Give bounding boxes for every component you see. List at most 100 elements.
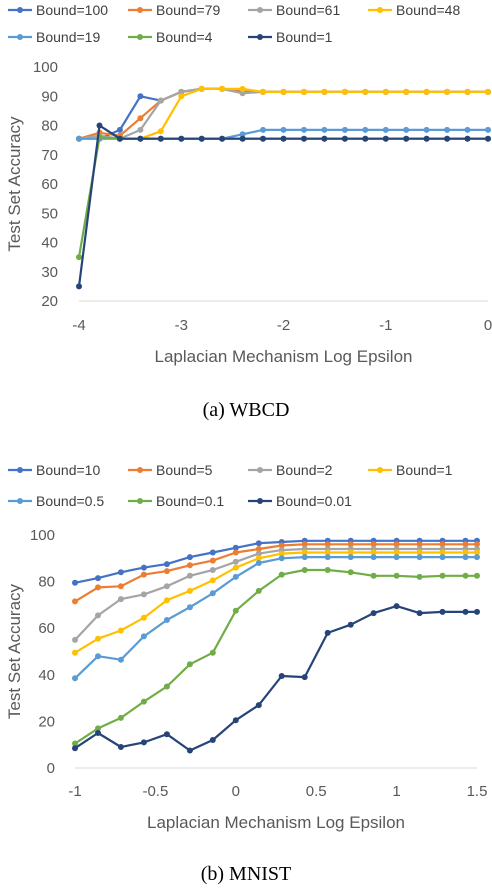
y-tick-label: 60 bbox=[41, 176, 58, 193]
y-tick-label: 80 bbox=[38, 574, 55, 591]
data-point bbox=[485, 88, 491, 95]
data-point bbox=[178, 135, 185, 142]
legend-label: Bound=48 bbox=[396, 2, 460, 18]
x-tick-label: -0.5 bbox=[142, 783, 168, 800]
data-point bbox=[474, 541, 480, 548]
figure-caption: (a) WBCD bbox=[203, 399, 290, 421]
data-point bbox=[464, 126, 471, 133]
legend-item: Bound=19 bbox=[8, 29, 100, 45]
data-point bbox=[255, 560, 262, 566]
data-point bbox=[474, 608, 480, 615]
x-tick-label: 0 bbox=[232, 783, 240, 800]
x-tick-label: -3 bbox=[175, 317, 188, 334]
legend-item: Bound=4 bbox=[128, 29, 213, 45]
series-Bound=0.1 bbox=[72, 567, 480, 747]
data-point bbox=[255, 550, 262, 557]
legend-item: Bound=0.5 bbox=[8, 493, 104, 509]
data-point bbox=[362, 135, 369, 142]
legend-swatch-marker bbox=[17, 7, 23, 13]
y-tick-label: 90 bbox=[41, 88, 58, 105]
data-point bbox=[341, 126, 348, 133]
data-point bbox=[382, 135, 389, 142]
data-point bbox=[403, 135, 410, 142]
legend-item: Bound=1 bbox=[368, 462, 453, 478]
legend-label: Bound=1 bbox=[276, 29, 333, 45]
data-point bbox=[439, 549, 446, 556]
data-point bbox=[439, 608, 446, 615]
data-point bbox=[209, 649, 216, 656]
legend-label: Bound=4 bbox=[156, 29, 213, 45]
data-point bbox=[117, 569, 124, 576]
data-point bbox=[186, 562, 193, 569]
data-point bbox=[416, 549, 423, 556]
data-point bbox=[186, 604, 193, 611]
data-point bbox=[301, 88, 307, 95]
data-point bbox=[140, 571, 147, 578]
legend-item: Bound=10 bbox=[8, 462, 100, 478]
data-point bbox=[462, 541, 469, 548]
data-point bbox=[209, 737, 216, 743]
data-point bbox=[137, 93, 144, 100]
legend-label: Bound=1 bbox=[396, 462, 453, 478]
data-point bbox=[140, 698, 147, 705]
data-point bbox=[232, 564, 239, 571]
data-point bbox=[72, 649, 78, 656]
series-line bbox=[74, 604, 477, 752]
x-axis-label: Laplacian Mechanism Log Epsilon bbox=[147, 813, 405, 832]
data-point bbox=[444, 126, 451, 133]
y-tick-label: 60 bbox=[38, 620, 55, 637]
data-point bbox=[301, 567, 308, 573]
data-point bbox=[163, 568, 170, 575]
data-point bbox=[255, 540, 262, 547]
data-point bbox=[423, 88, 430, 95]
y-tick-label: 50 bbox=[41, 205, 58, 222]
data-point bbox=[239, 85, 246, 92]
data-point bbox=[116, 135, 123, 142]
x-tick-label: 0.5 bbox=[306, 783, 327, 800]
series-line bbox=[77, 136, 488, 258]
series-Bound=5 bbox=[72, 541, 480, 605]
legend-swatch-marker bbox=[137, 498, 143, 504]
data-point bbox=[321, 135, 328, 142]
legend-swatch-marker bbox=[137, 34, 143, 40]
series-line bbox=[74, 555, 477, 680]
y-tick-label: 30 bbox=[41, 264, 58, 281]
legend-item: Bound=48 bbox=[368, 2, 460, 18]
legend-label: Bound=2 bbox=[276, 462, 333, 478]
data-point bbox=[163, 731, 170, 738]
data-point bbox=[485, 135, 491, 142]
legend-item: Bound=79 bbox=[128, 2, 220, 18]
data-point bbox=[140, 739, 147, 746]
data-point bbox=[209, 549, 216, 556]
legend-label: Bound=0.01 bbox=[276, 493, 352, 509]
x-tick-label: 1.5 bbox=[467, 783, 488, 800]
data-point bbox=[76, 254, 82, 261]
y-tick-label: 80 bbox=[41, 118, 58, 135]
data-point bbox=[393, 554, 400, 561]
data-point bbox=[382, 126, 389, 133]
data-point bbox=[117, 596, 124, 603]
data-point bbox=[198, 135, 205, 142]
data-point bbox=[301, 126, 307, 133]
series-Bound=1 bbox=[72, 549, 480, 656]
data-point bbox=[403, 126, 410, 133]
data-point bbox=[186, 572, 193, 579]
data-point bbox=[95, 730, 101, 736]
legend-swatch-marker bbox=[377, 7, 383, 13]
data-point bbox=[255, 546, 262, 552]
data-point bbox=[341, 135, 348, 142]
data-point bbox=[439, 572, 446, 579]
data-point bbox=[163, 561, 170, 568]
data-point bbox=[117, 714, 124, 721]
data-point bbox=[370, 572, 377, 579]
data-point bbox=[232, 544, 239, 551]
data-point bbox=[416, 554, 423, 561]
data-point bbox=[232, 558, 239, 565]
data-point bbox=[393, 549, 400, 556]
data-point bbox=[370, 549, 377, 556]
data-point bbox=[76, 135, 82, 142]
data-point bbox=[324, 541, 331, 548]
data-point bbox=[140, 614, 147, 621]
data-point bbox=[72, 740, 78, 747]
